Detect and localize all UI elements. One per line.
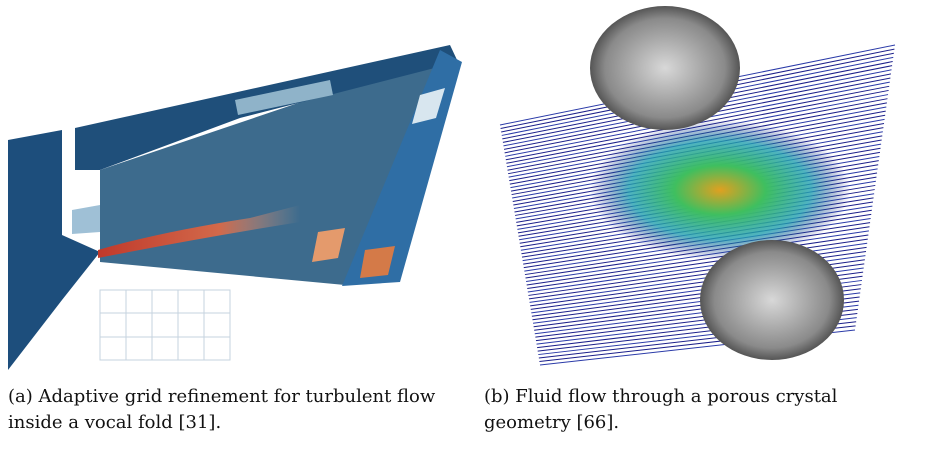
turbulence (590, 120, 850, 260)
figure: (a) Adaptive grid refinement for turbule… (0, 0, 926, 449)
panel-b-image (500, 6, 895, 365)
caption: (b) Fluid flow through a porous crystal … (484, 384, 924, 436)
refined-cells (72, 205, 100, 234)
panel-a-image (8, 45, 462, 370)
figure-images (0, 0, 926, 380)
transparent-grid (100, 290, 230, 360)
crystal (590, 6, 740, 130)
caption: (a) Adaptive grid refinement for turbule… (8, 384, 454, 436)
crystal (700, 240, 844, 360)
